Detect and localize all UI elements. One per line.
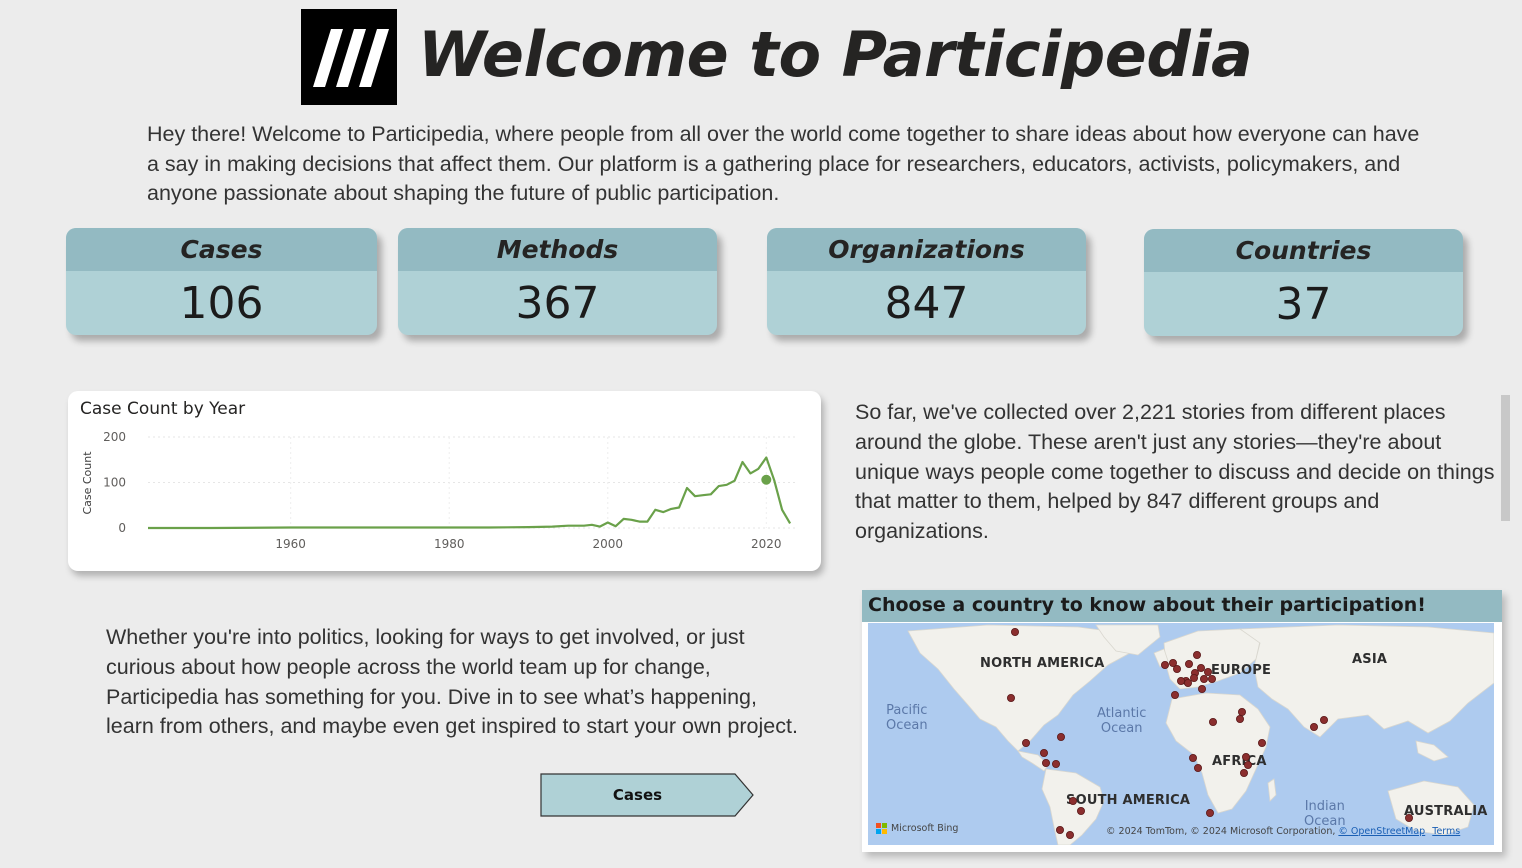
country-marker[interactable] — [1172, 665, 1181, 674]
country-marker[interactable] — [1199, 675, 1208, 684]
cases-button-label: Cases — [612, 786, 663, 804]
series-line — [148, 456, 792, 530]
y-tick-label: 0 — [118, 521, 126, 535]
x-tick-label: 1980 — [434, 537, 465, 551]
map-copyright: © 2024 TomTom, © 2024 Microsoft Corporat… — [1106, 826, 1460, 837]
country-marker[interactable] — [1189, 674, 1198, 683]
country-marker[interactable] — [1237, 708, 1246, 717]
kpi-value: 847 — [884, 277, 969, 329]
country-marker[interactable] — [1076, 806, 1085, 815]
y-tick-label: 100 — [103, 476, 126, 490]
kpi-card-methods[interactable]: Methods 367 — [398, 228, 717, 335]
continent-label: SOUTH AMERICA — [1066, 793, 1191, 808]
page-title: Welcome to Participedia — [418, 18, 1253, 91]
participedia-logo — [301, 9, 397, 105]
kpi-card-cases[interactable]: Cases 106 — [66, 228, 377, 335]
kpi-label: Organizations — [767, 228, 1086, 271]
country-marker[interactable] — [1207, 675, 1216, 684]
ocean-label-line: Atlantic — [1097, 706, 1147, 721]
kpi-label: Methods — [398, 228, 717, 271]
country-marker[interactable] — [1188, 753, 1197, 762]
country-marker[interactable] — [1192, 650, 1201, 659]
y-tick-label: 200 — [103, 430, 126, 444]
country-marker[interactable] — [1176, 677, 1185, 686]
scrollbar[interactable] — [1501, 395, 1510, 521]
terms-link[interactable]: Terms — [1432, 826, 1461, 837]
kpi-value: 106 — [179, 277, 264, 329]
country-marker[interactable] — [1205, 808, 1214, 817]
kpi-value: 367 — [515, 277, 600, 329]
country-marker[interactable] — [1309, 723, 1318, 732]
country-marker[interactable] — [1197, 685, 1206, 694]
data-point — [761, 474, 772, 485]
country-marker[interactable] — [1160, 661, 1169, 670]
stories-paragraph: So far, we've collected over 2,221 stori… — [855, 400, 1495, 544]
x-tick-label: 1960 — [275, 537, 306, 551]
country-marker[interactable] — [1021, 739, 1030, 748]
ocean-label-line: Indian — [1304, 799, 1345, 814]
country-marker[interactable] — [1051, 759, 1060, 768]
country-marker[interactable] — [1257, 739, 1266, 748]
country-marker[interactable] — [1203, 668, 1212, 677]
country-marker[interactable] — [1239, 768, 1248, 777]
kpi-label: Cases — [66, 228, 377, 271]
country-marker[interactable] — [1184, 660, 1193, 669]
country-marker[interactable] — [1241, 752, 1250, 761]
country-marker[interactable] — [1055, 825, 1064, 834]
country-marker[interactable] — [1319, 716, 1328, 725]
map-markers[interactable] — [868, 623, 1494, 845]
microsoft-logo-icon — [876, 823, 888, 835]
kpi-label: Countries — [1144, 229, 1463, 272]
cases-button[interactable]: Cases — [540, 773, 755, 817]
country-marker[interactable] — [1006, 694, 1015, 703]
country-marker[interactable] — [1243, 760, 1252, 769]
country-marker[interactable] — [1068, 796, 1077, 805]
continent-label: AUSTRALIA — [1404, 804, 1488, 819]
intro-paragraph: Hey there! Welcome to Participedia, wher… — [147, 122, 1420, 205]
chart-title: Case Count by Year — [80, 399, 246, 419]
slashes-logo-icon — [313, 29, 389, 87]
country-marker[interactable] — [1056, 733, 1065, 742]
country-marker[interactable] — [1405, 813, 1414, 822]
ocean-label: Pacific Ocean — [886, 703, 928, 733]
ocean-label-line: Pacific — [886, 703, 928, 718]
ocean-label-line: Ocean — [886, 718, 928, 733]
ocean-label: Atlantic Ocean — [1097, 706, 1146, 736]
kpi-card-countries[interactable]: Countries 37 — [1144, 229, 1463, 336]
country-marker[interactable] — [1041, 758, 1050, 767]
x-tick-label: 2000 — [592, 537, 623, 551]
continent-label: ASIA — [1352, 652, 1388, 667]
ocean-label: Indian Ocean — [1304, 799, 1346, 829]
copyright-text: © 2024 TomTom, © 2024 Microsoft Corporat… — [1106, 826, 1336, 837]
world-map-land — [907, 624, 1494, 845]
ocean-label-line: Ocean — [1304, 814, 1346, 829]
osm-link[interactable]: © OpenStreetMap — [1338, 826, 1426, 837]
bing-attribution: Microsoft Bing — [891, 823, 959, 834]
country-marker[interactable] — [1039, 749, 1048, 758]
continent-label: AFRICA — [1212, 754, 1267, 769]
country-map-card: Choose a country to know about their par… — [862, 590, 1502, 852]
country-marker[interactable] — [1196, 664, 1205, 673]
continent-label: EUROPE — [1211, 663, 1272, 678]
country-marker[interactable] — [1193, 763, 1202, 772]
arrow-shape-icon — [540, 773, 754, 817]
country-marker[interactable] — [1183, 679, 1192, 688]
line-chart: 200 100 0 1960 1980 2000 2020 Case Count — [81, 430, 798, 551]
map-title: Choose a country to know about their par… — [862, 590, 1502, 622]
world-map[interactable]: NORTH AMERICA EUROPE ASIA AFRICA SOUTH A… — [868, 623, 1494, 845]
country-marker[interactable] — [1208, 718, 1217, 727]
case-count-chart[interactable]: Case Count by Year 200 100 0 1960 1980 2000 20… — [68, 391, 821, 571]
kpi-value: 37 — [1275, 278, 1332, 330]
y-axis-title: Case Count — [81, 451, 94, 515]
kpi-card-organizations[interactable]: Organizations 847 — [767, 228, 1086, 335]
country-marker[interactable] — [1065, 830, 1074, 839]
ocean-label-line: Ocean — [1100, 721, 1143, 736]
continent-label: NORTH AMERICA — [980, 656, 1105, 671]
country-marker[interactable] — [1170, 691, 1179, 700]
explore-paragraph: Whether you're into politics, looking fo… — [106, 625, 798, 739]
country-marker[interactable] — [1168, 659, 1177, 668]
country-marker[interactable] — [1010, 628, 1019, 636]
country-marker[interactable] — [1235, 715, 1244, 724]
x-tick-label: 2020 — [751, 537, 782, 551]
